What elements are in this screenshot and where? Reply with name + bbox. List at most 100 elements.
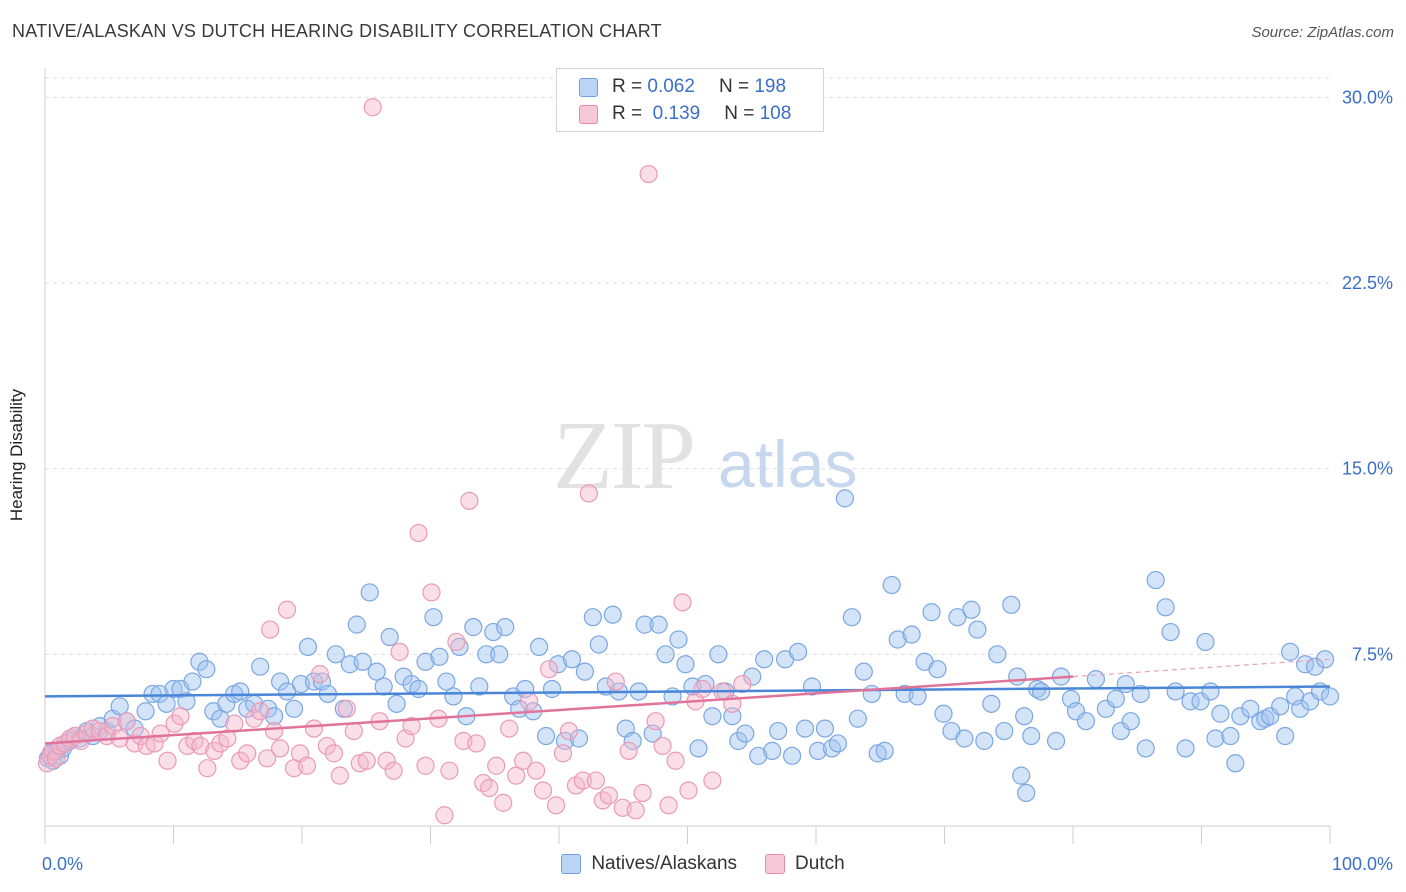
- dutch-point: [487, 756, 506, 775]
- dutch-point: [659, 796, 678, 815]
- dutch-point: [460, 491, 479, 510]
- natives-point: [387, 694, 406, 713]
- dutch-point: [559, 721, 579, 741]
- dutch-point: [653, 736, 672, 756]
- natives-point: [835, 489, 854, 508]
- natives-point: [231, 682, 250, 701]
- y-tick-label: 22.5%: [1342, 273, 1393, 293]
- natives-point: [360, 583, 379, 602]
- natives-point: [828, 734, 848, 753]
- natives-point: [1046, 731, 1066, 751]
- r-label: R =: [612, 103, 643, 124]
- source-label: Source: ZipAtlas.com: [1251, 24, 1394, 41]
- dutch-point: [357, 751, 376, 770]
- chart-title: NATIVE/ALASKAN VS DUTCH HEARING DISABILI…: [12, 21, 662, 41]
- natives-point: [1002, 595, 1021, 614]
- natives-point: [635, 615, 654, 634]
- natives-point: [882, 575, 901, 595]
- natives-point: [1121, 712, 1140, 731]
- natives-trend-line: [44, 685, 1331, 698]
- natives-point: [1196, 632, 1215, 652]
- legend-item-dutch[interactable]: Dutch: [765, 853, 845, 875]
- natives-point: [1211, 704, 1230, 723]
- dutch-point: [500, 719, 519, 738]
- dutch-point: [117, 712, 136, 731]
- natives-point: [1256, 709, 1275, 728]
- dutch-point: [633, 783, 652, 803]
- dutch-legend-swatch: [765, 854, 786, 874]
- natives-point: [1015, 707, 1034, 726]
- dutch-point: [480, 778, 499, 798]
- dutch-point: [317, 736, 337, 756]
- natives-point: [464, 618, 483, 637]
- dutch-point: [467, 734, 486, 753]
- dutch-point: [198, 759, 217, 778]
- natives-point: [569, 729, 589, 748]
- natives-point: [848, 709, 867, 728]
- natives-point: [749, 746, 768, 765]
- natives-point: [183, 672, 202, 691]
- x-tick-label: 100.0%: [1332, 854, 1393, 874]
- natives-point: [868, 744, 887, 763]
- legend-item-natives[interactable]: Natives/Alaskans: [561, 853, 737, 875]
- natives-point: [529, 637, 549, 657]
- dutch-point: [546, 796, 566, 815]
- dutch-point: [422, 583, 441, 602]
- dutch-point: [270, 739, 290, 758]
- stats-box: R = 0.062 N = 198 R = 0.139 N = 108: [556, 68, 824, 132]
- n-label: N =: [718, 76, 750, 97]
- dutch-point: [639, 164, 658, 184]
- y-axis-label: Hearing Disability: [7, 388, 26, 522]
- natives-point: [808, 741, 828, 760]
- natives-point: [815, 719, 835, 738]
- natives-point: [769, 721, 788, 741]
- dutch-point: [218, 729, 237, 748]
- natives-point: [755, 650, 774, 669]
- dutch-point: [245, 709, 264, 728]
- natives-point: [477, 645, 496, 664]
- natives-point: [934, 704, 953, 723]
- natives-point: [1271, 697, 1290, 716]
- natives-point: [995, 721, 1014, 741]
- dutch-point: [344, 721, 363, 741]
- natives-point: [703, 707, 722, 726]
- natives-point: [536, 726, 556, 746]
- natives-point: [484, 622, 503, 642]
- dutch-point: [703, 771, 722, 790]
- natives-swatch: [579, 77, 598, 97]
- natives-point: [1241, 699, 1260, 718]
- natives-point: [862, 684, 881, 704]
- dutch-point: [304, 719, 324, 738]
- dutch-point: [205, 741, 224, 760]
- natives-point: [444, 687, 463, 706]
- natives-point: [1136, 739, 1155, 758]
- dutch-point: [606, 672, 625, 691]
- natives-point: [709, 645, 728, 664]
- natives-point: [1008, 667, 1027, 686]
- stats-row-dutch: R = 0.139 N = 108: [579, 102, 791, 126]
- dutch-point: [416, 756, 435, 775]
- natives-point: [367, 662, 386, 681]
- natives-point: [603, 605, 622, 624]
- natives-point: [1201, 682, 1220, 701]
- natives-point: [975, 731, 994, 751]
- natives-point: [143, 684, 162, 704]
- natives-point: [284, 699, 304, 718]
- dutch-point: [324, 744, 343, 763]
- n-label: N =: [724, 103, 755, 124]
- natives-point: [251, 657, 270, 676]
- dutch-point: [593, 791, 612, 810]
- dutch-point: [363, 98, 382, 117]
- dutch-point: [390, 642, 409, 661]
- watermark-zip: ZIP: [553, 402, 696, 510]
- natives-point: [430, 647, 449, 666]
- dutch-point: [191, 736, 210, 756]
- y-tick-label: 7.5%: [1352, 644, 1393, 664]
- dutch-point: [520, 692, 539, 711]
- dutch-point: [646, 712, 665, 731]
- dutch-point: [539, 660, 559, 679]
- n-value: 198: [754, 76, 787, 97]
- natives-point: [1156, 598, 1175, 617]
- dutch-point: [145, 734, 164, 753]
